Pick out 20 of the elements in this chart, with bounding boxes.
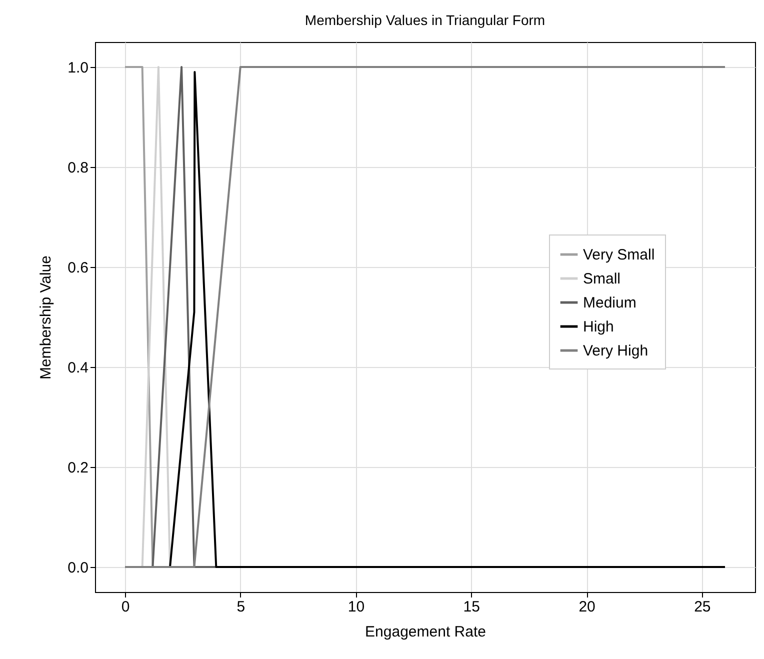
y-tick-label: 0.8 <box>68 160 88 176</box>
legend-label: Medium <box>583 294 636 312</box>
x-tick-label: 0 <box>121 598 130 616</box>
x-tick-label: 5 <box>236 598 246 616</box>
legend-label: Very High <box>583 342 648 360</box>
x-tick-label: 25 <box>694 598 711 616</box>
y-tick-label: 0.6 <box>68 260 88 276</box>
y-tick-label: 0.2 <box>68 460 88 476</box>
chart-title: Membership Values in Triangular Form <box>304 12 546 28</box>
x-axis-title: Engagement Rate <box>365 624 486 640</box>
x-tick-label: 20 <box>578 598 596 616</box>
y-axis-title: Membership Value <box>38 256 55 380</box>
x-tick-label: 15 <box>463 598 480 616</box>
y-tick-label: 0.4 <box>68 360 88 376</box>
legend-label: Very Small <box>583 246 655 264</box>
y-tick-label: 0.0 <box>68 560 88 576</box>
legend-label: Small <box>583 270 621 288</box>
legend-label: High <box>583 318 614 336</box>
x-tick-label: 10 <box>348 598 365 616</box>
y-tick-label: 1.0 <box>68 60 88 76</box>
